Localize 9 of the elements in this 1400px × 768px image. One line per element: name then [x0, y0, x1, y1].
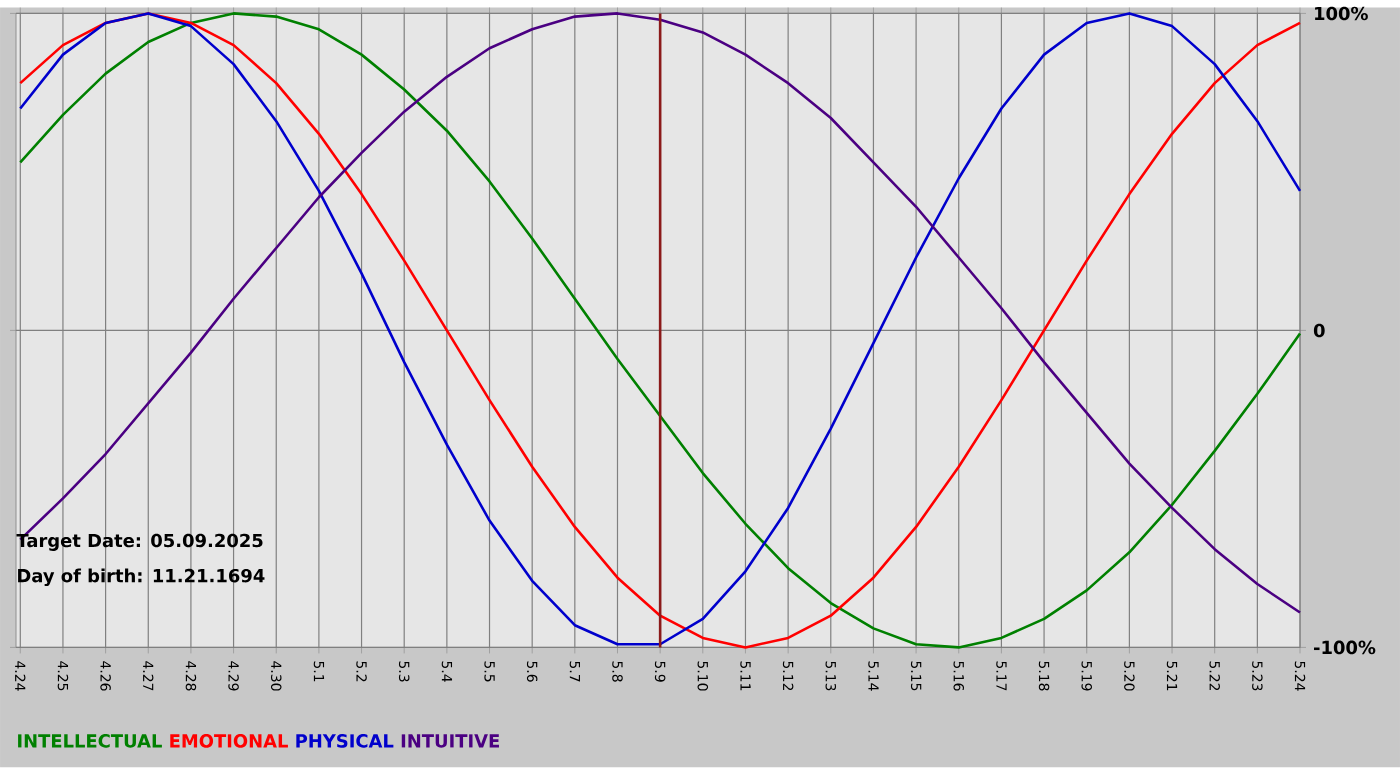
y-tick-label: 0 [1313, 323, 1325, 338]
text: PHYSICAL [296, 734, 394, 748]
text: EMOTIONAL [170, 734, 288, 748]
text: INTUITIVE [401, 734, 499, 748]
text: INTELLECTUAL [18, 734, 162, 748]
y-tick-label: 100% [1315, 6, 1368, 21]
annotation: Day of birth: 11.21.1694 [18, 568, 265, 587]
annotation: Target Date: 05.09.2025 [16, 533, 263, 552]
y-tick-label: -100% [1314, 640, 1376, 655]
